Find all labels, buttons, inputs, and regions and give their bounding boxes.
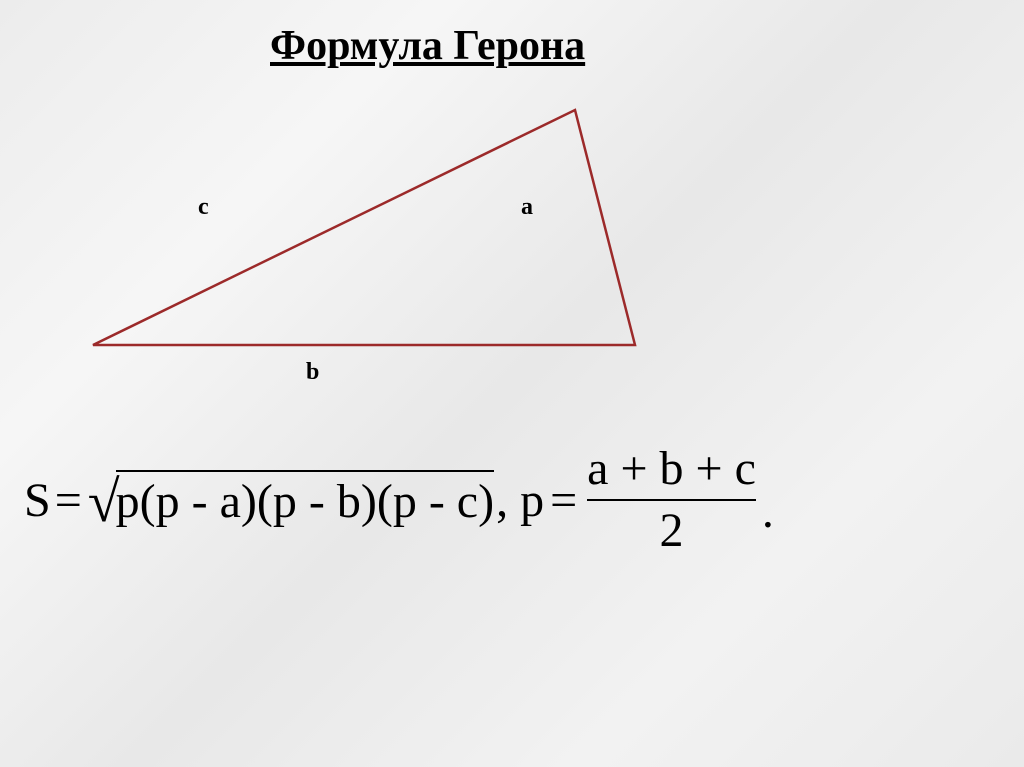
fraction-numerator: a + b + c (587, 445, 756, 499)
slide: Формула Герона a b c S = √ p(p - a)(p - … (0, 0, 1024, 767)
side-label-b: b (306, 359, 319, 386)
slide-title: Формула Герона (270, 22, 585, 70)
side-label-c: c (198, 194, 209, 221)
formula-tail: . (762, 484, 774, 555)
semiperimeter-fraction: a + b + c 2 (587, 445, 756, 555)
sqrt-radicand: p(p - a)(p - b)(p - c) (116, 470, 494, 526)
side-label-a: a (521, 194, 533, 221)
triangle-figure (80, 95, 650, 355)
formula-sep: , p (496, 473, 544, 528)
triangle-shape (93, 110, 635, 345)
formula-eq2: = (550, 473, 577, 528)
fraction-denominator: 2 (587, 499, 756, 555)
herons-formula: S = √ p(p - a)(p - b)(p - c) , p = a + b… (24, 445, 774, 555)
formula-lhs: S (24, 473, 51, 528)
formula-eq: = (55, 473, 82, 528)
